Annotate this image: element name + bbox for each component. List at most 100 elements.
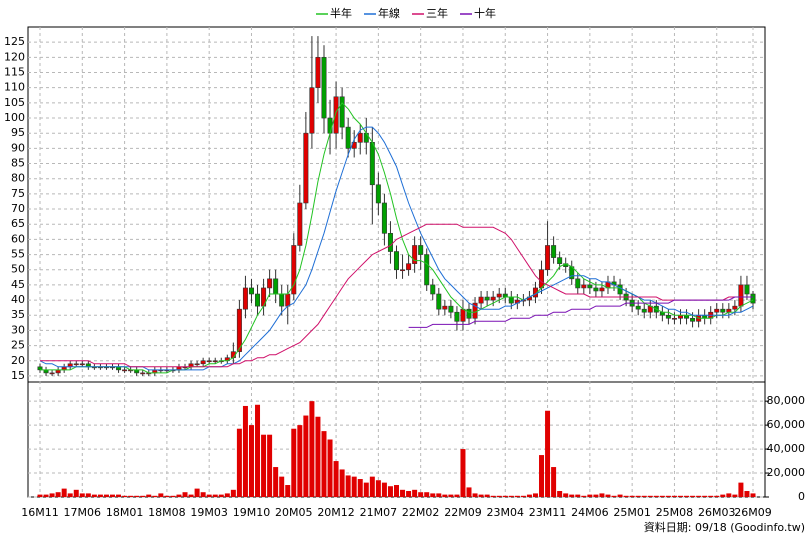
candle-body — [49, 372, 55, 375]
candle-body — [635, 305, 641, 310]
y-tick-label: 40 — [11, 293, 25, 306]
volume-bar — [321, 431, 327, 497]
volume-bar — [587, 494, 593, 497]
y2-tick-label: 20,000 — [767, 466, 806, 479]
volume-bar — [478, 494, 484, 497]
candle-body — [333, 96, 339, 134]
volume-bar — [140, 495, 146, 497]
candle-body — [714, 308, 720, 313]
volume-bar — [677, 495, 683, 497]
volume-bar — [387, 486, 393, 497]
volume-bar — [696, 495, 702, 497]
y-tick-label: 120 — [4, 50, 25, 63]
volume-bar — [575, 494, 581, 497]
volume-bar — [406, 491, 412, 497]
y-tick-label: 80 — [11, 172, 25, 185]
volume-bar — [91, 494, 97, 497]
candle-body — [339, 96, 345, 128]
y2-tick-label: 60,000 — [767, 418, 806, 431]
volume-bar — [647, 495, 653, 497]
candle-body — [617, 284, 623, 295]
volume-bar — [49, 493, 55, 497]
volume-bar — [110, 494, 116, 497]
candle-body — [448, 305, 454, 313]
volume-bar — [653, 495, 659, 497]
volume-bar — [224, 493, 230, 497]
volume-bar — [659, 495, 665, 497]
ma-line — [40, 223, 753, 368]
x-tick-label: 21M07 — [360, 506, 398, 519]
volume-bar — [400, 489, 406, 497]
candle-body — [79, 363, 85, 366]
volume-bar — [188, 494, 194, 497]
volume-bar — [750, 493, 756, 497]
volume-bar — [502, 495, 508, 497]
candle-body — [303, 132, 309, 204]
candle-body — [575, 278, 581, 289]
candle-body — [381, 202, 387, 234]
candle-body — [581, 284, 587, 289]
candle-body — [545, 245, 551, 271]
candle-body — [73, 363, 79, 366]
candle-body — [665, 314, 671, 319]
volume-bar — [526, 494, 532, 497]
volume-bar — [460, 449, 466, 497]
y-tick-label: 30 — [11, 323, 25, 336]
volume-bar — [182, 492, 188, 497]
candle-body — [140, 372, 146, 375]
volume-bar — [97, 494, 103, 497]
volume-bar — [128, 495, 134, 497]
y-tick-label: 15 — [11, 369, 25, 382]
candle-body — [279, 293, 285, 307]
legend-label: 半年 — [330, 6, 352, 20]
candle-body — [242, 287, 248, 310]
candle-body — [744, 284, 750, 295]
candle-body — [200, 360, 206, 365]
y-tick-label: 110 — [4, 81, 25, 94]
volume-bar — [122, 495, 128, 497]
candle-body — [587, 284, 593, 289]
y-tick-label: 20 — [11, 354, 25, 367]
volume-bar — [539, 455, 545, 497]
volume-bar — [690, 495, 696, 497]
volume-bar — [176, 494, 182, 497]
volume-bar — [212, 494, 218, 497]
volume-bar — [273, 467, 279, 497]
volume-bar — [665, 495, 671, 497]
y-tick-label: 95 — [11, 126, 25, 139]
volume-bar — [357, 479, 363, 497]
volume-bar — [593, 494, 599, 497]
candle-body — [291, 245, 297, 295]
volume-bar — [394, 485, 399, 497]
volume-bar — [375, 480, 381, 497]
candle-body — [738, 284, 744, 307]
volume-bar — [381, 482, 387, 497]
volume-bar — [61, 488, 67, 497]
volume-bar — [611, 495, 617, 497]
volume-bar — [744, 491, 750, 497]
volume-bar — [732, 494, 738, 497]
legend-label: 三年 — [426, 6, 448, 20]
volume-bar — [267, 434, 273, 497]
volume-bar — [472, 493, 478, 497]
volume-bar — [333, 461, 339, 497]
legend-label: 十年 — [474, 6, 496, 20]
x-tick-label: 19M10 — [233, 506, 271, 519]
candle-body — [206, 360, 212, 363]
volume-bar — [581, 495, 587, 497]
candle-body — [684, 314, 690, 319]
candle-body — [255, 293, 261, 307]
y-tick-label: 70 — [11, 202, 25, 215]
y2-tick-label: 40,000 — [767, 442, 806, 455]
volume-bar — [412, 489, 418, 497]
candle-body — [671, 317, 677, 320]
volume-bar — [490, 495, 496, 497]
candle-body — [122, 369, 128, 372]
candle-body — [593, 287, 599, 292]
candle-body — [720, 308, 726, 313]
candle-body — [297, 202, 303, 246]
candle-body — [466, 308, 472, 319]
volume-bar — [442, 494, 448, 497]
volume-bar — [279, 476, 285, 497]
